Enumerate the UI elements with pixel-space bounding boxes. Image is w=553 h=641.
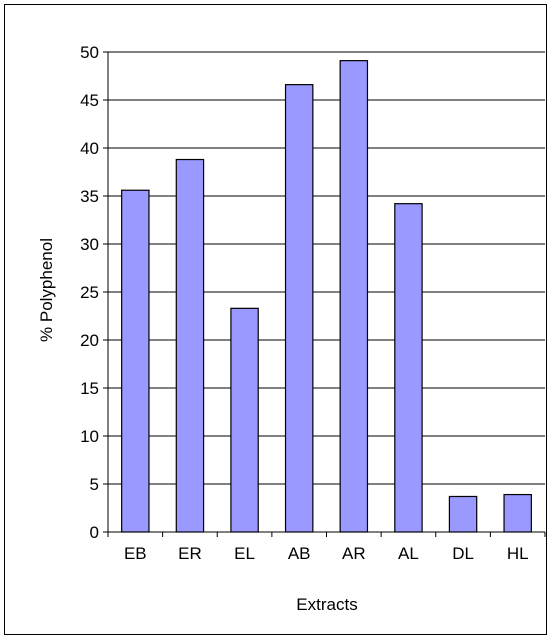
- gridlines: [108, 51, 545, 485]
- x-tick-label-hl: HL: [507, 544, 529, 563]
- bar-eb: [121, 189, 150, 533]
- y-tick-labels: 0 5 10 15 20 25 30 35 40 45 50: [80, 43, 99, 542]
- y-tick-label: 0: [90, 523, 99, 542]
- y-tick-label: 10: [80, 427, 99, 446]
- y-tick-label: 50: [80, 43, 99, 62]
- y-tick-label: 35: [80, 187, 99, 206]
- x-axis-label: Extracts: [296, 595, 357, 614]
- y-tick-label: 15: [80, 379, 99, 398]
- bar-hl: [503, 493, 532, 533]
- x-tick-label-ar: AR: [342, 544, 366, 563]
- axes: [103, 51, 546, 537]
- x-tick-label-er: ER: [178, 544, 202, 563]
- y-tick-label: 40: [80, 139, 99, 158]
- x-tick-label-ab: AB: [288, 544, 311, 563]
- bar-al: [394, 203, 423, 533]
- bar-el: [230, 307, 259, 533]
- x-tick-label-dl: DL: [452, 544, 474, 563]
- x-tick-label-eb: EB: [124, 544, 147, 563]
- x-tick-label-el: EL: [234, 544, 255, 563]
- y-axis-label: % Polyphenol: [37, 238, 56, 342]
- bar-ab: [284, 84, 314, 533]
- y-tick-label: 45: [80, 91, 99, 110]
- bar-ar: [339, 60, 369, 533]
- y-tick-label: 20: [80, 331, 99, 350]
- y-tick-label: 25: [80, 283, 99, 302]
- y-tick-label: 5: [90, 475, 99, 494]
- x-tick-labels: EB ER EL AB AR AL DL HL: [124, 544, 529, 563]
- y-tick-label: 30: [80, 235, 99, 254]
- x-tick-label-al: AL: [398, 544, 419, 563]
- bars: [121, 60, 532, 533]
- bar-er: [175, 158, 205, 533]
- bar-dl: [448, 495, 478, 533]
